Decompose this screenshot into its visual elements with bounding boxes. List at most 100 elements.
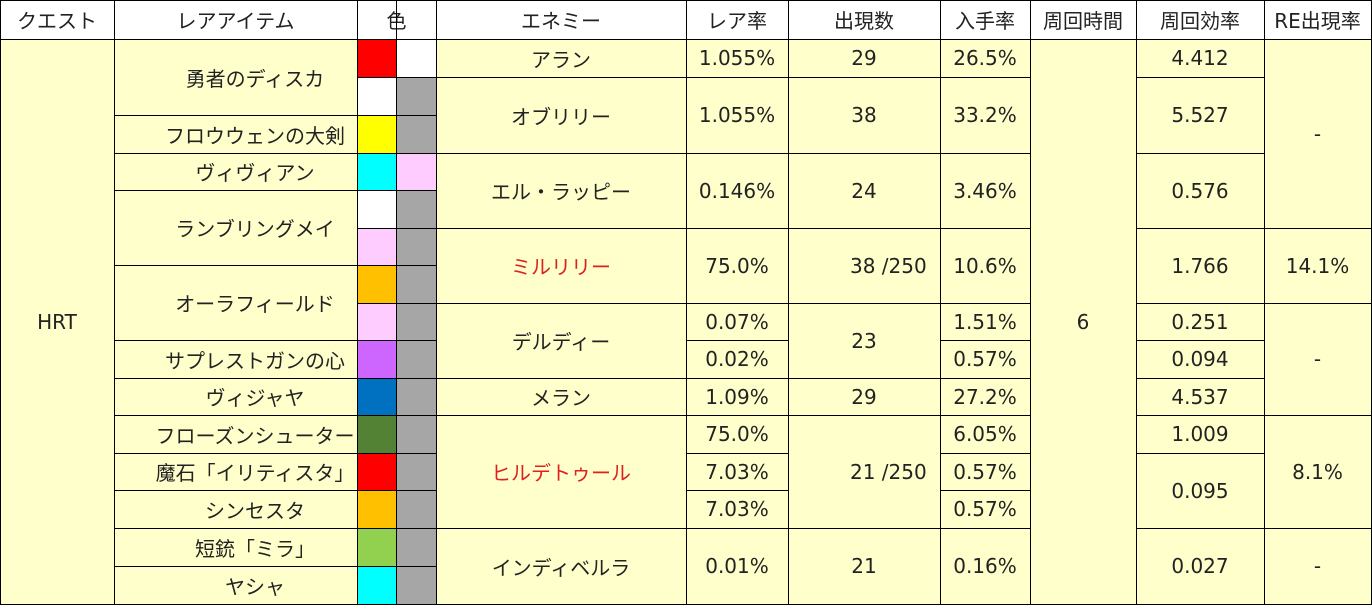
loop-efficiency-cell[interactable]: 0.251 — [1136, 303, 1264, 340]
appear-count-cell[interactable]: 21 — [788, 528, 940, 604]
header-appear-count[interactable]: 出現数 — [788, 0, 940, 39]
header-loop-time[interactable]: 周回時間 — [1030, 0, 1136, 39]
appear-count-cell[interactable]: 38 — [788, 77, 940, 153]
item-name-cell[interactable]: シンセスタ — [114, 490, 396, 528]
obtain-rate-cell[interactable]: 0.57% — [940, 453, 1030, 490]
color-swatch[interactable] — [396, 303, 436, 340]
enemy-name-cell[interactable]: デルディー — [436, 303, 686, 378]
color-swatch[interactable] — [396, 39, 436, 77]
rare-rate-cell[interactable]: 7.03% — [686, 490, 788, 528]
color-swatch[interactable] — [396, 153, 436, 190]
rare-rate-cell[interactable]: 0.01% — [686, 528, 788, 604]
color-swatch[interactable] — [357, 115, 396, 153]
loop-efficiency-cell[interactable]: 0.576 — [1136, 153, 1264, 228]
re-rate-cell[interactable]: - — [1264, 39, 1371, 228]
color-swatch[interactable] — [396, 490, 436, 528]
enemy-name-cell[interactable]: ミルリリー — [436, 228, 686, 303]
color-swatch[interactable] — [357, 228, 396, 265]
header-enemy[interactable]: エネミー — [436, 0, 686, 39]
obtain-rate-cell[interactable]: 1.51% — [940, 303, 1030, 340]
item-name-cell[interactable]: 魔石「イリティスタ」 — [114, 453, 396, 490]
appear-count-cell[interactable]: 38 /250 — [788, 228, 940, 303]
enemy-name-cell[interactable]: エル・ラッピー — [436, 153, 686, 228]
color-swatch[interactable] — [396, 265, 436, 303]
obtain-rate-cell[interactable]: 0.16% — [940, 528, 1030, 604]
obtain-rate-cell[interactable]: 3.46% — [940, 153, 1030, 228]
color-swatch[interactable] — [357, 340, 396, 378]
rare-rate-cell[interactable]: 1.055% — [686, 77, 788, 153]
enemy-name-cell[interactable]: インディベルラ — [436, 528, 686, 604]
color-swatch[interactable] — [396, 528, 436, 566]
color-swatch[interactable] — [396, 115, 436, 153]
header-rare-rate[interactable]: レア率 — [686, 0, 788, 39]
color-swatch[interactable] — [396, 453, 436, 490]
appear-count-cell[interactable]: 24 — [788, 153, 940, 228]
color-swatch[interactable] — [357, 153, 396, 190]
re-rate-cell[interactable]: 8.1% — [1264, 415, 1371, 528]
color-swatch[interactable] — [357, 39, 396, 77]
loop-efficiency-cell[interactable]: 0.095 — [1136, 453, 1264, 528]
color-swatch[interactable] — [396, 415, 436, 453]
item-name-cell[interactable]: オーラフィールド — [114, 265, 396, 340]
enemy-name-cell[interactable]: メラン — [436, 378, 686, 415]
obtain-rate-cell[interactable]: 33.2% — [940, 77, 1030, 153]
loop-efficiency-cell[interactable]: 0.027 — [1136, 528, 1264, 604]
color-swatch[interactable] — [357, 77, 396, 115]
obtain-rate-cell[interactable]: 0.57% — [940, 340, 1030, 378]
item-name-cell[interactable]: ヤシャ — [114, 566, 396, 604]
color-swatch[interactable] — [396, 340, 436, 378]
color-swatch[interactable] — [357, 453, 396, 490]
appear-count-cell[interactable]: 21 /250 — [788, 415, 940, 528]
header-loop-eff[interactable]: 周回効率 — [1136, 0, 1264, 39]
color-swatch[interactable] — [396, 378, 436, 415]
quest-cell[interactable]: HRT — [0, 39, 114, 604]
item-name-cell[interactable]: ランブリングメイ — [114, 190, 396, 265]
rare-rate-cell[interactable]: 75.0% — [686, 228, 788, 303]
header-obtain-rate[interactable]: 入手率 — [940, 0, 1030, 39]
rare-rate-cell[interactable]: 0.07% — [686, 303, 788, 340]
loop-efficiency-cell[interactable]: 4.412 — [1136, 39, 1264, 77]
color-swatch[interactable] — [357, 490, 396, 528]
appear-count-cell[interactable]: 23 — [788, 303, 940, 378]
rare-rate-cell[interactable]: 1.055% — [686, 39, 788, 77]
item-name-cell[interactable]: ヴィヴィアン — [114, 153, 396, 190]
obtain-rate-cell[interactable]: 27.2% — [940, 378, 1030, 415]
color-swatch[interactable] — [357, 303, 396, 340]
color-swatch[interactable] — [357, 415, 396, 453]
color-swatch[interactable] — [357, 190, 396, 228]
appear-count-cell[interactable]: 29 — [788, 378, 940, 415]
item-name-cell[interactable]: フロウウェンの大剣 — [114, 115, 396, 153]
color-swatch[interactable] — [357, 528, 396, 566]
header-item[interactable]: レアアイテム — [114, 0, 357, 39]
color-swatch[interactable] — [396, 228, 436, 265]
obtain-rate-cell[interactable]: 6.05% — [940, 415, 1030, 453]
color-swatch[interactable] — [396, 77, 436, 115]
obtain-rate-cell[interactable]: 10.6% — [940, 228, 1030, 303]
color-swatch[interactable] — [357, 378, 396, 415]
obtain-rate-cell[interactable]: 26.5% — [940, 39, 1030, 77]
loop-efficiency-cell[interactable]: 4.537 — [1136, 378, 1264, 415]
rare-rate-cell[interactable]: 0.146% — [686, 153, 788, 228]
enemy-name-cell[interactable]: アラン — [436, 39, 686, 77]
loop-efficiency-cell[interactable]: 1.009 — [1136, 415, 1264, 453]
obtain-rate-cell[interactable]: 0.57% — [940, 490, 1030, 528]
item-name-cell[interactable]: フローズンシューター — [114, 415, 396, 453]
header-quest[interactable]: クエスト — [0, 0, 114, 39]
re-rate-cell[interactable]: - — [1264, 528, 1371, 604]
loop-efficiency-cell[interactable]: 5.527 — [1136, 77, 1264, 153]
item-name-cell[interactable]: 短銃「ミラ」 — [114, 528, 396, 566]
rare-rate-cell[interactable]: 1.09% — [686, 378, 788, 415]
item-name-cell[interactable]: 勇者のディスカ — [114, 39, 396, 115]
header-re-rate[interactable]: RE出現率 — [1264, 0, 1371, 39]
re-rate-cell[interactable]: 14.1% — [1264, 228, 1371, 303]
loop-efficiency-cell[interactable]: 1.766 — [1136, 228, 1264, 303]
rare-rate-cell[interactable]: 7.03% — [686, 453, 788, 490]
item-name-cell[interactable]: ヴィジャヤ — [114, 378, 396, 415]
appear-count-cell[interactable]: 29 — [788, 39, 940, 77]
loop-time-cell[interactable]: 6 — [1030, 39, 1136, 604]
color-swatch[interactable] — [396, 190, 436, 228]
rare-rate-cell[interactable]: 75.0% — [686, 415, 788, 453]
loop-efficiency-cell[interactable]: 0.094 — [1136, 340, 1264, 378]
rare-rate-cell[interactable]: 0.02% — [686, 340, 788, 378]
item-name-cell[interactable]: サプレストガンの心 — [114, 340, 396, 378]
